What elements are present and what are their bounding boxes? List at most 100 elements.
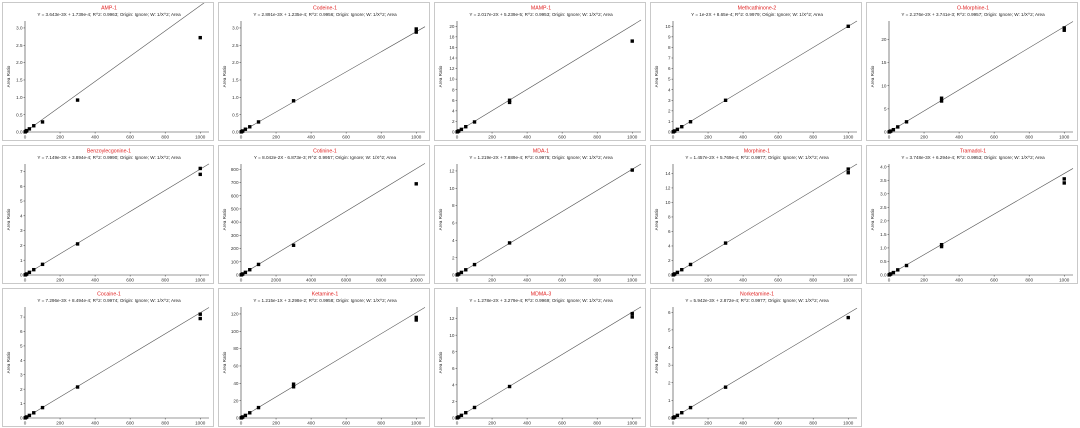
y-tick-label: 10 bbox=[449, 77, 455, 82]
data-point bbox=[40, 120, 45, 124]
data-point bbox=[414, 30, 418, 34]
x-tick-label: 0 bbox=[888, 278, 891, 283]
x-tick-label: 1000 bbox=[1059, 278, 1070, 283]
x-tick-label: 10000 bbox=[410, 278, 423, 283]
y-tick-label: 500 bbox=[231, 207, 239, 212]
data-point bbox=[675, 413, 680, 418]
data-point bbox=[27, 127, 32, 131]
data-point bbox=[241, 129, 245, 133]
x-tick-label: 1000 bbox=[843, 135, 854, 140]
data-point bbox=[256, 262, 261, 267]
regression-equation: Y = 7.296e-3X + 8.494e-4; R^2: 0.9974; O… bbox=[37, 298, 181, 303]
y-axis-label: Area Ratio bbox=[654, 208, 659, 230]
x-tick-label: 1000 bbox=[411, 421, 422, 426]
y-tick-label: 5 bbox=[668, 328, 671, 333]
x-tick-label: 200 bbox=[488, 278, 496, 283]
data-point bbox=[507, 384, 512, 389]
data-point bbox=[896, 125, 900, 129]
chart-title: Norketamine-1 bbox=[740, 292, 774, 298]
data-point bbox=[1062, 28, 1066, 32]
y-tick-label: 2.0 bbox=[16, 60, 23, 65]
y-tick-label: 2.0 bbox=[232, 60, 239, 65]
regression-line bbox=[240, 163, 426, 276]
x-tick-label: 800 bbox=[161, 135, 169, 140]
x-tick-label: 1000 bbox=[627, 278, 638, 283]
y-tick-label: 100 bbox=[231, 329, 239, 334]
y-tick-label: 0 bbox=[452, 416, 455, 421]
x-tick-label: 800 bbox=[809, 278, 817, 283]
y-tick-label: 7 bbox=[20, 169, 23, 174]
y-axis-label: Area Ratio bbox=[654, 65, 659, 87]
calibration-panel: AMP-1 Y = 3.643e-3X + 1.739e-4; R^2: 0.99… bbox=[2, 2, 214, 141]
data-point bbox=[32, 267, 36, 272]
calibration-panel: Tramadol-1 Y = 3.748e-3X + 6.294e-4; R^2:… bbox=[866, 145, 1078, 284]
y-tick-label: 4 bbox=[668, 87, 671, 92]
y-tick-label: 2.0 bbox=[880, 218, 887, 223]
regression-line bbox=[888, 168, 1074, 276]
chart-title: AMP-1 bbox=[101, 6, 117, 12]
y-axis-label: Area Ratio bbox=[6, 65, 11, 87]
regression-equation: Y = 1.215e-1X + 3.298e-2; R^2: 0.9958; O… bbox=[253, 298, 397, 303]
y-tick-label: 5 bbox=[20, 199, 23, 204]
x-tick-label: 600 bbox=[774, 421, 782, 426]
y-tick-label: 1 bbox=[20, 401, 23, 406]
y-tick-label: 1.0 bbox=[880, 246, 887, 251]
chart-title: Ketamine-1 bbox=[312, 292, 339, 298]
data-point bbox=[846, 171, 850, 175]
y-tick-label: 5 bbox=[668, 77, 671, 82]
x-tick-label: 600 bbox=[774, 278, 782, 283]
y-tick-label: 100 bbox=[231, 259, 239, 264]
y-tick-label: 18 bbox=[449, 34, 455, 39]
x-tick-label: 200 bbox=[704, 421, 712, 426]
y-tick-label: 40 bbox=[233, 381, 239, 386]
y-tick-label: 2.5 bbox=[232, 43, 239, 48]
calibration-panel: Morphine-1 Y = 1.457e-2X + 5.769e-4; R^2:… bbox=[650, 145, 862, 284]
y-tick-label: 1 bbox=[668, 119, 671, 124]
y-tick-label: 6 bbox=[668, 310, 671, 315]
data-point bbox=[243, 413, 248, 418]
y-tick-label: 4 bbox=[668, 244, 671, 249]
x-tick-label: 600 bbox=[126, 135, 134, 140]
x-tick-label: 200 bbox=[704, 278, 712, 283]
data-point bbox=[680, 411, 684, 415]
y-tick-label: 0 bbox=[668, 273, 671, 278]
y-tick-label: 8 bbox=[452, 349, 455, 354]
x-tick-label: 400 bbox=[307, 135, 315, 140]
x-tick-label: 0 bbox=[24, 278, 27, 283]
y-tick-label: 15 bbox=[881, 60, 887, 65]
y-tick-label: 2 bbox=[20, 243, 23, 248]
x-tick-label: 600 bbox=[990, 135, 998, 140]
y-tick-label: 1.0 bbox=[232, 95, 239, 100]
data-point bbox=[243, 127, 248, 131]
data-point bbox=[939, 99, 944, 103]
data-point bbox=[25, 128, 29, 133]
y-tick-label: 0.0 bbox=[880, 273, 887, 278]
regression-line bbox=[672, 307, 858, 419]
x-tick-label: 800 bbox=[1025, 135, 1033, 140]
y-tick-label: 3 bbox=[668, 98, 671, 103]
y-tick-label: 60 bbox=[233, 364, 239, 369]
y-tick-label: 6 bbox=[452, 221, 455, 226]
y-tick-label: 14 bbox=[665, 171, 671, 176]
y-tick-label: 10 bbox=[449, 333, 455, 338]
y-tick-label: 0.0 bbox=[16, 130, 23, 135]
chart-title: Cocaine-1 bbox=[97, 292, 121, 298]
data-point bbox=[891, 270, 896, 275]
data-point bbox=[630, 315, 634, 319]
x-tick-label: 400 bbox=[523, 278, 531, 283]
x-tick-label: 0 bbox=[456, 135, 459, 140]
data-point bbox=[472, 120, 477, 124]
y-tick-label: 2 bbox=[452, 255, 455, 260]
y-tick-label: 600 bbox=[231, 193, 239, 198]
data-point bbox=[673, 129, 677, 133]
y-tick-label: 7 bbox=[20, 315, 23, 320]
data-point bbox=[32, 124, 36, 128]
calibration-chart: Tramadol-1Y = 3.748e-3X + 6.294e-4; R^2:… bbox=[870, 149, 1074, 283]
data-point bbox=[673, 272, 677, 276]
x-tick-label: 200 bbox=[56, 278, 64, 283]
x-tick-label: 600 bbox=[990, 278, 998, 283]
x-tick-label: 1000 bbox=[627, 421, 638, 426]
x-tick-label: 1000 bbox=[411, 135, 422, 140]
regression-line bbox=[888, 21, 1074, 133]
data-point bbox=[75, 98, 80, 102]
